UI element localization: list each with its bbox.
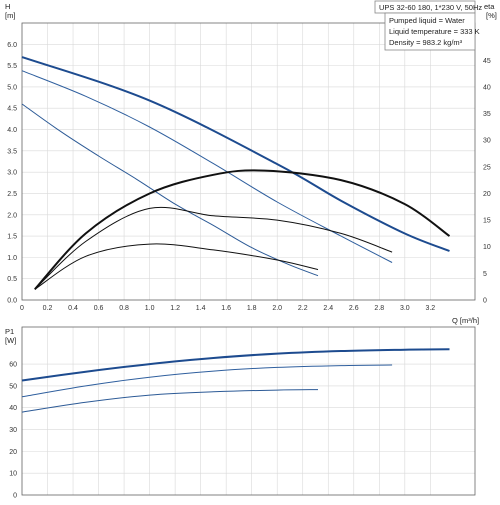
eta-tick-label: 40: [483, 84, 491, 91]
efficiency-curve-speed-1: [34, 243, 319, 290]
head-tick-label: 1.5: [7, 234, 17, 241]
head-tick-label: 0.0: [7, 298, 17, 305]
head-tick-label: 2.0: [7, 212, 17, 219]
x-tick-label: 1.0: [145, 305, 155, 312]
head-curve-speed-3: [21, 56, 450, 252]
head-tick-label: 2.5: [7, 191, 17, 198]
eta-tick-label: 20: [483, 191, 491, 198]
x-tick-label: 0: [20, 305, 24, 312]
x-tick-label: 1.2: [170, 305, 180, 312]
power-curve-speed-2: [21, 364, 393, 398]
power-tick-label: 0: [13, 493, 17, 500]
head-tick-label: 3.5: [7, 148, 17, 155]
x-tick-label: 0.4: [68, 305, 78, 312]
info-liquid-temperature: Liquid temperature = 333 K: [389, 27, 480, 36]
x-tick-label: 2.8: [374, 305, 384, 312]
info-pumped-liquid: Pumped liquid = Water: [389, 16, 465, 25]
y-axis-label-eta-unit: [%]: [486, 11, 497, 20]
x-tick-label: 3.2: [425, 305, 435, 312]
x-tick-label: 2.4: [323, 305, 333, 312]
head-tick-label: 4.0: [7, 127, 17, 134]
y-axis-label-power: P1: [5, 327, 14, 336]
x-tick-label: 3.0: [400, 305, 410, 312]
head-tick-label: 5.5: [7, 63, 17, 70]
head-tick-label: 4.5: [7, 106, 17, 113]
x-tick-label: 0.6: [94, 305, 104, 312]
eta-tick-label: 30: [483, 138, 491, 145]
y-axis-label-power-unit: [W]: [5, 336, 16, 345]
power-curve-speed-3: [21, 348, 450, 382]
curves: [21, 56, 451, 413]
power-tick-label: 10: [9, 471, 17, 478]
head-tick-label: 5.0: [7, 84, 17, 91]
x-tick-label: 2.2: [298, 305, 308, 312]
info-box: [384, 12, 476, 51]
x-tick-label: 1.8: [247, 305, 257, 312]
x-tick-label: 0.8: [119, 305, 129, 312]
eta-tick-label: 0: [483, 298, 487, 305]
efficiency-curve-speed-3: [34, 169, 451, 290]
axis-ticks: 0 0.2 0.4 0.6 0.8 1.0 1.2 1.4 1.6 1.8 2.0 2.2 2.4 2.6…: [7, 42, 491, 500]
head-tick-label: 6.0: [7, 42, 17, 49]
x-tick-label: 2.6: [349, 305, 359, 312]
y-axis-label-head: H: [5, 2, 10, 11]
chart-title: UPS 32-60 180, 1*230 V, 50Hz: [379, 3, 482, 12]
x-tick-label: 1.6: [221, 305, 231, 312]
power-tick-label: 60: [9, 362, 17, 369]
eta-tick-label: 45: [483, 58, 491, 65]
eta-tick-label: 15: [483, 218, 491, 225]
power-plot-frame: [21, 326, 476, 496]
x-tick-label: 1.4: [196, 305, 206, 312]
head-plot-frame: [21, 22, 476, 301]
eta-tick-label: 5: [483, 271, 487, 278]
head-grid: [21, 23, 475, 301]
y-axis-label-head-unit: [m]: [5, 11, 15, 20]
info-density: Density = 983.2 kg/m³: [389, 38, 463, 47]
efficiency-curve-speed-2: [34, 206, 393, 290]
head-tick-label: 3.0: [7, 170, 17, 177]
power-tick-label: 50: [9, 383, 17, 390]
power-curve-speed-1: [21, 389, 319, 413]
power-tick-label: 40: [9, 405, 17, 412]
eta-tick-label: 25: [483, 164, 491, 171]
x-tick-label: 2.0: [272, 305, 282, 312]
head-curve-speed-2: [21, 70, 393, 263]
eta-tick-label: 35: [483, 111, 491, 118]
power-tick-label: 30: [9, 427, 17, 434]
power-tick-label: 20: [9, 449, 17, 456]
eta-tick-label: 10: [483, 244, 491, 251]
power-grid: [21, 327, 475, 496]
head-tick-label: 1.0: [7, 255, 17, 262]
x-axis-label: Q [m³/h]: [452, 316, 479, 325]
x-tick-label: 0.2: [43, 305, 53, 312]
head-tick-label: 0.5: [7, 276, 17, 283]
y-axis-label-eta: eta: [484, 2, 495, 11]
